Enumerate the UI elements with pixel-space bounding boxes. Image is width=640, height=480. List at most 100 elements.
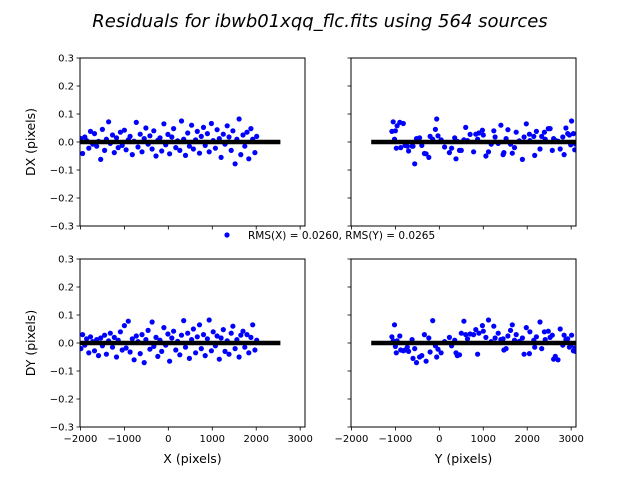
x-axis-label: Y (pixels) — [434, 451, 492, 466]
data-point — [389, 334, 395, 340]
data-point — [171, 126, 177, 132]
data-point — [498, 122, 504, 128]
data-point — [513, 332, 519, 338]
data-point — [551, 356, 557, 362]
data-point — [412, 346, 418, 352]
data-point — [230, 128, 236, 134]
data-point — [532, 152, 538, 158]
data-point — [220, 327, 226, 333]
data-point — [169, 134, 175, 140]
data-point — [111, 150, 117, 156]
y-tick-label: 0.2 — [58, 82, 74, 93]
data-point — [505, 333, 511, 339]
data-point — [526, 351, 533, 357]
data-point — [167, 151, 173, 157]
data-point — [453, 350, 459, 356]
x-axis-label: X (pixels) — [163, 451, 221, 466]
data-point — [252, 150, 258, 156]
data-point — [485, 317, 492, 323]
y-tick-label: −0.3 — [50, 423, 74, 434]
data-point — [153, 334, 159, 340]
data-point — [98, 335, 104, 341]
data-point — [240, 328, 246, 334]
data-point — [153, 153, 159, 159]
data-point — [464, 336, 471, 342]
data-point — [467, 331, 473, 337]
data-point — [98, 156, 104, 162]
data-point — [446, 150, 452, 156]
data-point — [145, 327, 151, 333]
data-point — [492, 134, 498, 140]
data-point — [458, 147, 464, 153]
legend-marker — [224, 232, 230, 238]
data-point — [133, 333, 139, 339]
data-point — [230, 323, 236, 329]
data-point — [236, 116, 242, 122]
data-point — [467, 131, 473, 137]
data-point — [523, 325, 529, 331]
panel-dx-vs-y — [347, 57, 577, 230]
data-point — [519, 335, 526, 341]
panel-dy-vs-x: −0.3 −0.2 −0.1 0.0 0.1 0.2 0.3 −2000 −1000 0 1000 2… — [23, 255, 313, 467]
data-point — [495, 330, 501, 336]
data-point — [569, 332, 575, 338]
legend-label: RMS(X) = 0.0260, RMS(Y) = 0.0265 — [248, 230, 435, 242]
data-point — [413, 360, 420, 366]
data-point — [190, 146, 196, 152]
y-tick-label: −0.3 — [50, 222, 74, 233]
data-point — [410, 143, 416, 149]
data-point — [194, 128, 200, 134]
data-point — [173, 347, 179, 353]
y-axis-label: DY (pixels) — [23, 310, 38, 376]
data-point — [539, 346, 545, 352]
data-point — [473, 131, 479, 137]
data-point — [208, 120, 214, 127]
data-point — [185, 130, 191, 136]
y-tick-label: 0.2 — [58, 283, 74, 294]
data-point — [190, 326, 196, 332]
x-tick-label: −2000 — [335, 434, 369, 445]
data-point — [505, 127, 511, 133]
data-point — [103, 351, 109, 357]
y-axis-label: DX (pixels) — [23, 108, 38, 176]
panel-dy-vs-y: −2000 −1000 0 1000 2000 3000 Y (pixels) — [335, 258, 584, 466]
data-point — [216, 356, 222, 362]
data-point — [479, 323, 485, 329]
data-point — [106, 119, 112, 125]
data-point — [391, 322, 398, 328]
data-point — [226, 351, 232, 357]
data-point — [480, 328, 486, 334]
data-point — [254, 133, 260, 139]
data-point — [186, 355, 192, 361]
data-point — [161, 325, 167, 331]
data-point — [171, 328, 177, 334]
data-point — [565, 131, 571, 137]
x-tick-label: −1000 — [107, 434, 141, 445]
data-point — [557, 146, 563, 152]
data-point — [252, 347, 258, 353]
data-point — [232, 346, 238, 352]
data-point — [232, 161, 238, 167]
data-point — [113, 135, 120, 141]
data-point — [509, 322, 515, 328]
data-point — [147, 133, 153, 139]
data-point — [228, 330, 234, 336]
data-point — [400, 348, 406, 354]
data-point — [149, 319, 155, 325]
data-point — [117, 329, 123, 335]
data-point — [102, 332, 108, 338]
data-point — [400, 120, 406, 127]
data-point — [572, 147, 576, 153]
data-point — [430, 318, 436, 324]
data-point — [135, 144, 141, 150]
panel-dx-vs-x: −0.3 −0.2 −0.1 0.0 0.1 0.2 0.3 DX (pixels) — [23, 54, 306, 233]
data-point — [453, 156, 459, 162]
data-point — [157, 135, 163, 141]
data-point — [143, 125, 149, 131]
data-point — [182, 344, 189, 350]
data-point — [491, 128, 497, 134]
data-point — [452, 135, 458, 141]
data-point — [248, 334, 254, 340]
data-point — [139, 149, 145, 155]
data-point — [123, 147, 129, 153]
